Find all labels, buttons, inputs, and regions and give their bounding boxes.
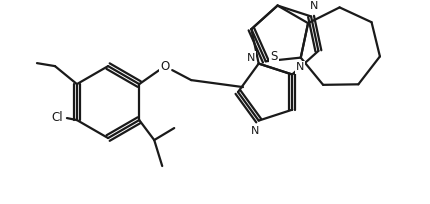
Text: O: O (160, 60, 169, 73)
Text: N: N (309, 1, 317, 11)
Text: N: N (246, 53, 254, 63)
Text: N: N (250, 126, 258, 136)
Text: Cl: Cl (51, 111, 63, 124)
Text: S: S (269, 50, 277, 63)
Text: N: N (295, 62, 304, 72)
